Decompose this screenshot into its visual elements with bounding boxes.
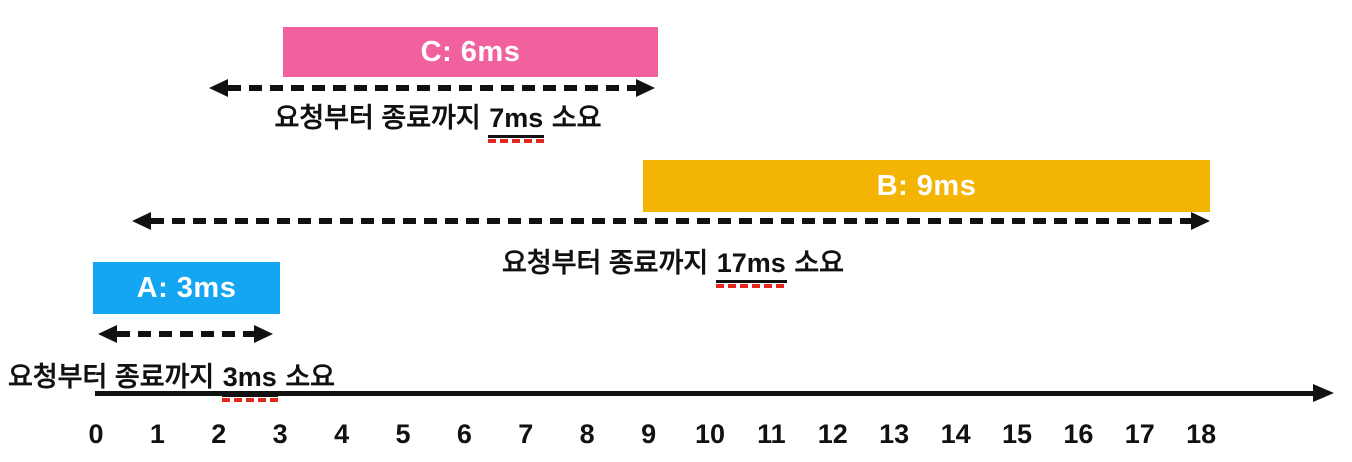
dashed-line bbox=[151, 218, 1191, 224]
axis-tick: 1 bbox=[149, 419, 165, 449]
arrowhead-right-icon bbox=[1191, 212, 1210, 230]
turnaround-caption-a: 요청부터 종료까지 3ms 소요 bbox=[8, 355, 335, 402]
axis-tick: 9 bbox=[641, 419, 657, 449]
axis-tick: 6 bbox=[456, 419, 472, 449]
turnaround-caption-b: 요청부터 종료까지 17ms 소요 bbox=[423, 241, 923, 288]
caption-prefix: 요청부터 종료까지 bbox=[501, 248, 709, 278]
dashed-line bbox=[117, 331, 254, 337]
task-bar-c: C: 6ms bbox=[283, 27, 658, 77]
caption-prefix: 요청부터 종료까지 bbox=[274, 103, 481, 133]
axis-tick: 3 bbox=[272, 419, 288, 449]
turnaround-value: 17ms bbox=[715, 248, 787, 288]
turnaround-arrow-b bbox=[132, 212, 1210, 230]
caption-suffix: 소요 bbox=[551, 103, 602, 133]
axis-tick: 8 bbox=[579, 419, 595, 449]
task-bar-b: B: 9ms bbox=[643, 160, 1210, 212]
caption-prefix: 요청부터 종료까지 bbox=[8, 362, 215, 392]
axis-tick: 13 bbox=[879, 419, 910, 449]
time-axis-line bbox=[95, 391, 1317, 396]
axis-tick: 0 bbox=[88, 419, 104, 449]
arrowhead-right-icon bbox=[254, 325, 273, 343]
axis-tick: 16 bbox=[1063, 419, 1094, 449]
axis-tick: 11 bbox=[757, 419, 786, 449]
turnaround-value: 7ms bbox=[488, 103, 545, 143]
axis-tick: 14 bbox=[940, 419, 971, 449]
arrowhead-left-icon bbox=[209, 79, 228, 97]
axis-arrowhead-icon bbox=[1313, 384, 1334, 402]
arrowhead-right-icon bbox=[636, 79, 655, 97]
axis-tick: 17 bbox=[1124, 419, 1155, 449]
axis-tick: 10 bbox=[694, 419, 726, 449]
axis-tick: 2 bbox=[211, 419, 227, 449]
axis-tick: 18 bbox=[1186, 419, 1217, 449]
task-bar-a: A: 3ms bbox=[93, 262, 280, 314]
turnaround-arrow-c bbox=[209, 79, 655, 97]
axis-tick: 4 bbox=[334, 419, 350, 449]
arrowhead-left-icon bbox=[98, 325, 117, 343]
axis-tick: 5 bbox=[395, 419, 411, 449]
arrowhead-left-icon bbox=[132, 212, 151, 230]
axis-tick: 15 bbox=[1001, 419, 1033, 449]
axis-tick: 7 bbox=[518, 419, 534, 449]
axis-tick: 12 bbox=[817, 419, 848, 449]
turnaround-arrow-a bbox=[98, 325, 273, 343]
caption-suffix: 소요 bbox=[794, 248, 844, 278]
turnaround-caption-c: 요청부터 종료까지 7ms 소요 bbox=[238, 96, 638, 143]
caption-suffix: 소요 bbox=[285, 362, 335, 392]
dashed-line bbox=[228, 85, 636, 91]
